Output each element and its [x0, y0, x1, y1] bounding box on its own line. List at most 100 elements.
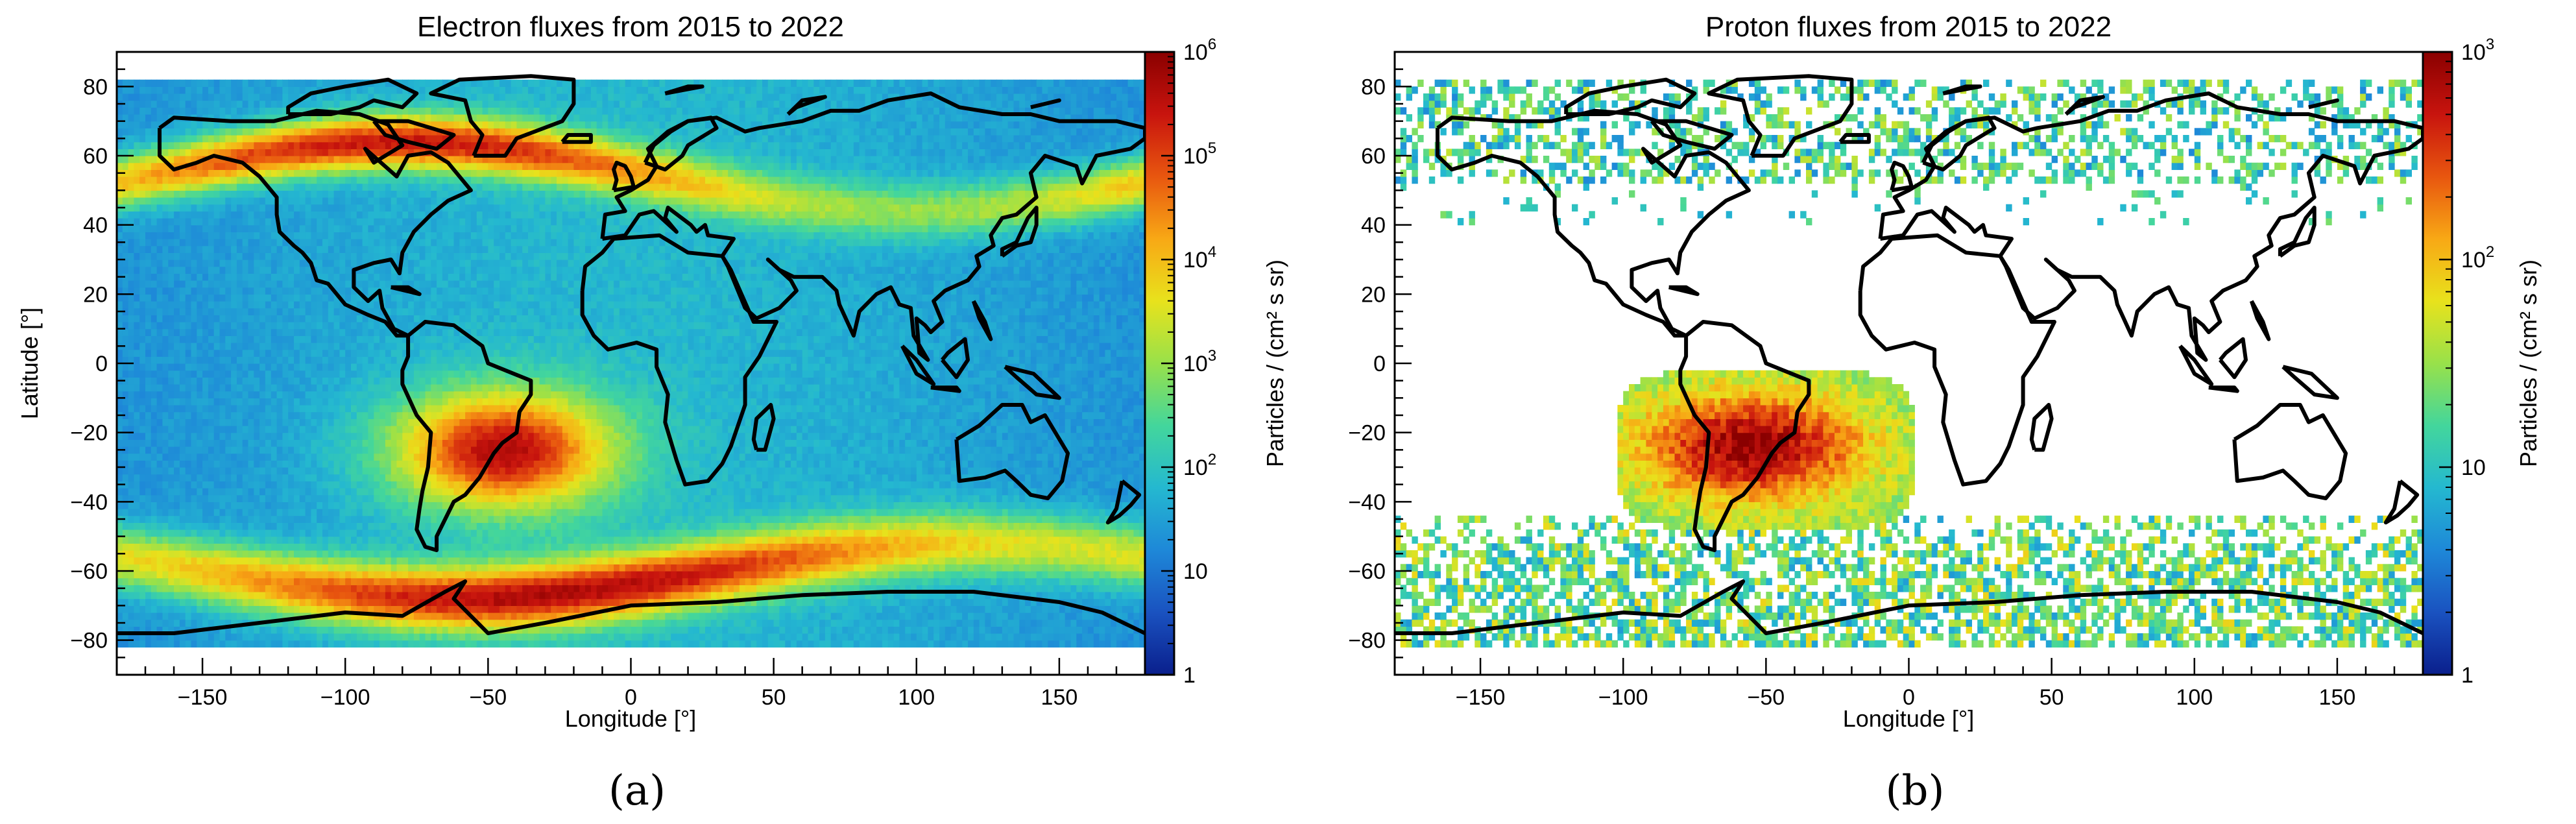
heatmap-cell [1002, 481, 1009, 489]
heatmap-cell [882, 626, 889, 634]
heatmap-cell [516, 522, 523, 530]
heatmap-cell [608, 543, 614, 551]
heatmap-cell [568, 453, 575, 461]
heatmap-cell [276, 460, 283, 468]
heatmap-cell [636, 585, 643, 592]
heatmap-cell [916, 571, 923, 579]
heatmap-cell [1065, 522, 1072, 530]
heatmap-cell [453, 488, 460, 496]
heatmap-cell [1030, 502, 1037, 509]
heatmap-cell [482, 640, 489, 648]
heatmap-cell [734, 481, 740, 489]
heatmap-cell [476, 598, 483, 606]
heatmap-cell [459, 467, 466, 475]
heatmap-cell [762, 598, 769, 606]
heatmap-cell [402, 509, 409, 516]
heatmap-cell [859, 460, 866, 468]
heatmap-cell [659, 509, 666, 516]
heatmap-cell [442, 619, 449, 627]
heatmap-cell [448, 592, 455, 600]
heatmap-cell [722, 557, 728, 564]
heatmap-cell [767, 598, 775, 606]
heatmap-cell [773, 633, 780, 641]
heatmap-cell [145, 550, 152, 558]
heatmap-cell [225, 564, 232, 572]
heatmap-cell [219, 550, 226, 558]
heatmap-cell [1059, 577, 1066, 585]
heatmap-cell [916, 605, 923, 613]
heatmap-cell [1048, 571, 1054, 579]
heatmap-cell [351, 481, 357, 489]
heatmap-cell [425, 557, 431, 564]
heatmap-cell [294, 598, 300, 606]
heatmap-cell [1133, 612, 1140, 620]
heatmap-cell [728, 557, 734, 564]
heatmap-cell [271, 543, 278, 551]
heatmap-cell [511, 543, 518, 551]
heatmap-cell [1019, 474, 1026, 481]
heatmap-cell [705, 453, 712, 461]
heatmap-cell [796, 550, 803, 558]
heatmap-cell [596, 509, 603, 516]
heatmap-cell [573, 467, 580, 475]
heatmap-cell [557, 633, 563, 641]
heatmap-cell [745, 481, 752, 489]
heatmap-cell [213, 612, 221, 620]
heatmap-cell [317, 598, 323, 606]
heatmap-cell [465, 571, 472, 579]
heatmap-cell [254, 515, 260, 523]
heatmap-cell [830, 488, 837, 496]
heatmap-cell [339, 522, 346, 530]
heatmap-cell [705, 550, 712, 558]
heatmap-cells [117, 79, 1145, 648]
heatmap-cell [625, 515, 632, 523]
heatmap-cell [179, 536, 186, 544]
heatmap-cell [528, 577, 535, 585]
heatmap-cell [1099, 467, 1106, 475]
heatmap-cell [699, 557, 706, 564]
heatmap-cell [1111, 640, 1117, 648]
heatmap-cell [276, 612, 283, 620]
heatmap-cell [659, 633, 666, 641]
heatmap-cell [808, 626, 814, 634]
heatmap-cell [773, 502, 780, 509]
heatmap-cell [311, 564, 317, 572]
heatmap-cell [465, 640, 472, 648]
heatmap-cell [162, 502, 169, 509]
heatmap-cell [311, 585, 317, 592]
heatmap-cell [945, 515, 952, 523]
heatmap-cell [568, 557, 575, 564]
heatmap-cell [1019, 619, 1026, 627]
heatmap-cell [179, 571, 186, 579]
heatmap-cell [128, 467, 135, 475]
heatmap-cell [968, 536, 974, 544]
heatmap-cell [248, 557, 254, 564]
heatmap-cell [379, 557, 386, 564]
heatmap-cell [1059, 494, 1066, 502]
heatmap-cell [950, 640, 957, 648]
heatmap-cell [973, 598, 980, 606]
heatmap-cell [1036, 522, 1043, 530]
heatmap-cell [1025, 564, 1031, 572]
heatmap-cell [162, 453, 169, 461]
heatmap-cell [1013, 557, 1020, 564]
heatmap-cell [351, 612, 357, 620]
heatmap-cell [916, 488, 923, 496]
heatmap-cell [688, 536, 695, 544]
heatmap-cell [751, 571, 757, 579]
heatmap-cell [1048, 509, 1054, 516]
heatmap-cell [825, 543, 832, 551]
heatmap-cell [945, 543, 952, 551]
heatmap-cell [653, 612, 660, 620]
heatmap-cell [693, 509, 700, 516]
heatmap-cell [1059, 605, 1066, 613]
heatmap-cell [871, 474, 877, 481]
heatmap-cell [991, 585, 997, 592]
heatmap-cell [734, 529, 740, 537]
heatmap-cell [236, 612, 243, 620]
heatmap-cell [333, 502, 341, 509]
heatmap-cell [979, 612, 986, 620]
heatmap-cell [413, 550, 420, 558]
heatmap-cell [871, 557, 877, 564]
heatmap-cell [459, 453, 466, 461]
